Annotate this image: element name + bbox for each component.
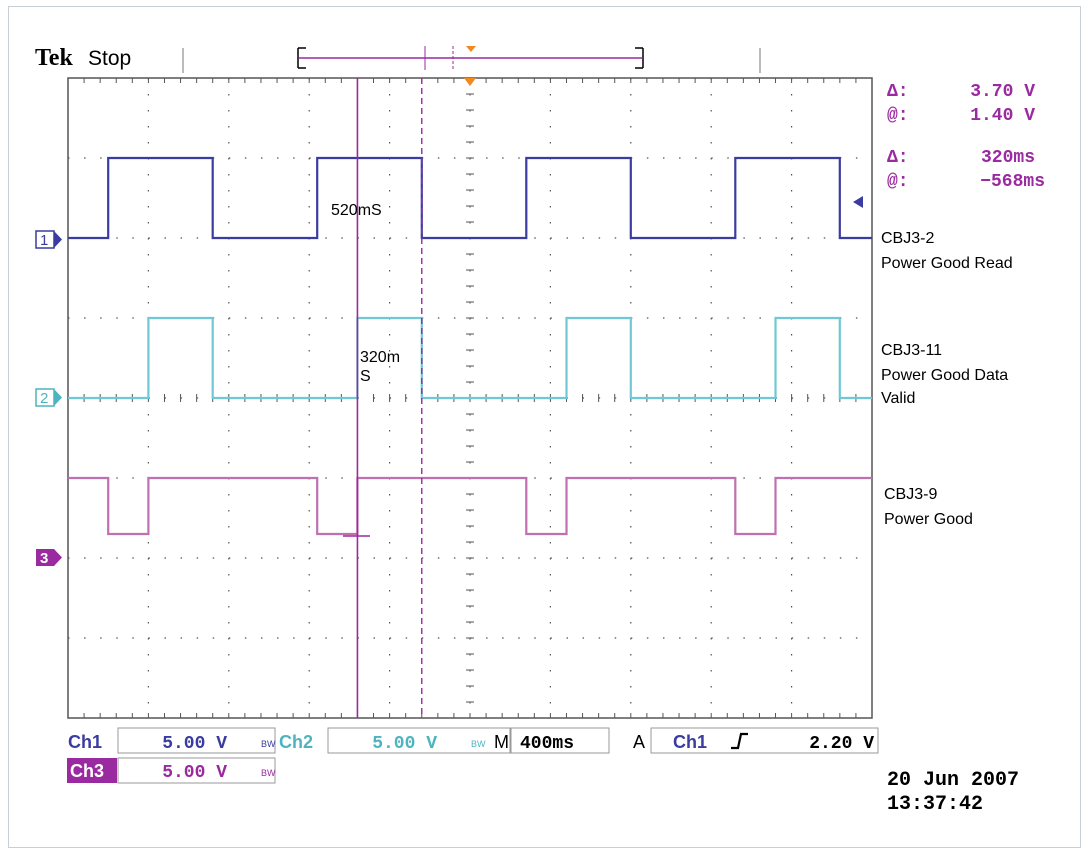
trace-labels: CBJ3-2 Power Good Read CBJ3-11 Power Goo…: [881, 230, 1013, 528]
status-ch1-scale: 5.00 V: [162, 734, 227, 754]
status-trigger-box: [650, 727, 879, 754]
ch2-label-line1: CBJ3-11: [881, 342, 942, 359]
readout-at-v-symbol: @:: [887, 106, 909, 126]
overview-trigger-icon: [466, 46, 476, 52]
annotation-520ms: 520mS: [331, 202, 382, 219]
trace-ch3: [68, 476, 872, 536]
readout-at-v: 1.40 V: [970, 106, 1035, 126]
status-timebase-box: [510, 727, 610, 754]
rising-edge-icon: [731, 732, 748, 750]
trace-ch1: [68, 156, 872, 240]
ch2-marker-label: 2: [40, 390, 48, 407]
readout-at-t: −568ms: [980, 172, 1045, 192]
status-ch3-label[interactable]: Ch3: [70, 761, 104, 781]
date-label: 20 Jun 2007: [887, 769, 1019, 792]
readout-delta-t: 320ms: [981, 148, 1035, 168]
trigger-level-icon: [853, 196, 863, 208]
status-timebase[interactable]: 400ms: [520, 734, 574, 754]
status-ch3-label-bg: [67, 758, 117, 783]
ch1-marker-label: 1: [40, 232, 48, 249]
status-ch2-scale: 5.00 V: [372, 734, 437, 754]
status-ch2-label[interactable]: Ch2: [279, 732, 313, 752]
ch2-marker[interactable]: 2: [35, 388, 62, 407]
status-ch1-label[interactable]: Ch1: [68, 732, 102, 752]
cursor-readouts: Δ: 3.70 V @: 1.40 V Δ: 320ms @: −568ms: [887, 82, 1045, 192]
status-trigger-level: 2.20 V: [809, 734, 874, 754]
annotation-320ms-line2: S: [360, 368, 371, 385]
ch1-label-line1: CBJ3-2: [881, 230, 934, 247]
status-trigger-source[interactable]: Ch1: [673, 732, 707, 752]
brand-label: Tek: [35, 45, 73, 71]
ch3-label-line1: CBJ3-9: [884, 486, 937, 503]
status-ch2-box: [327, 727, 511, 754]
trigger-position-icon: [464, 78, 476, 86]
ch1-label-line2: Power Good Read: [881, 255, 1013, 272]
page-frame: [8, 6, 1081, 848]
status-ch1-box: [117, 727, 276, 754]
readout-at-t-symbol: @:: [887, 172, 909, 192]
status-timebase-label: M: [494, 732, 509, 752]
status-ch2-bw-icon: BW: [471, 739, 486, 749]
status-ch3-box: [117, 757, 276, 784]
status-ch1-bw-icon: BW: [261, 739, 276, 749]
ch2-label-line3: Valid: [881, 390, 915, 407]
status-bar: Ch1 5.00 V BW Ch2 5.00 V BW M 400ms A Ch…: [67, 727, 879, 784]
readout-delta-v-symbol: Δ:: [887, 82, 909, 102]
ch3-marker-label: 3: [40, 550, 48, 567]
time-label: 13:37:42: [887, 793, 983, 816]
acquisition-status: Stop: [88, 47, 131, 70]
status-ch3-scale: 5.00 V: [162, 763, 227, 783]
record-overview-bar: [297, 46, 644, 70]
annotation-320ms-line1: 320m: [360, 349, 400, 366]
ch2-label-line2: Power Good Data: [881, 367, 1008, 384]
status-ch3-bw-icon: BW: [261, 768, 276, 778]
trace-ch2: [68, 316, 872, 400]
ch3-marker[interactable]: 3: [36, 549, 62, 567]
readout-delta-v: 3.70 V: [970, 82, 1035, 102]
ch3-label-line2: Power Good: [884, 511, 973, 528]
ch1-marker[interactable]: 1: [35, 230, 62, 249]
readout-delta-t-symbol: Δ:: [887, 148, 909, 168]
status-trigger-mode: A: [633, 732, 645, 752]
